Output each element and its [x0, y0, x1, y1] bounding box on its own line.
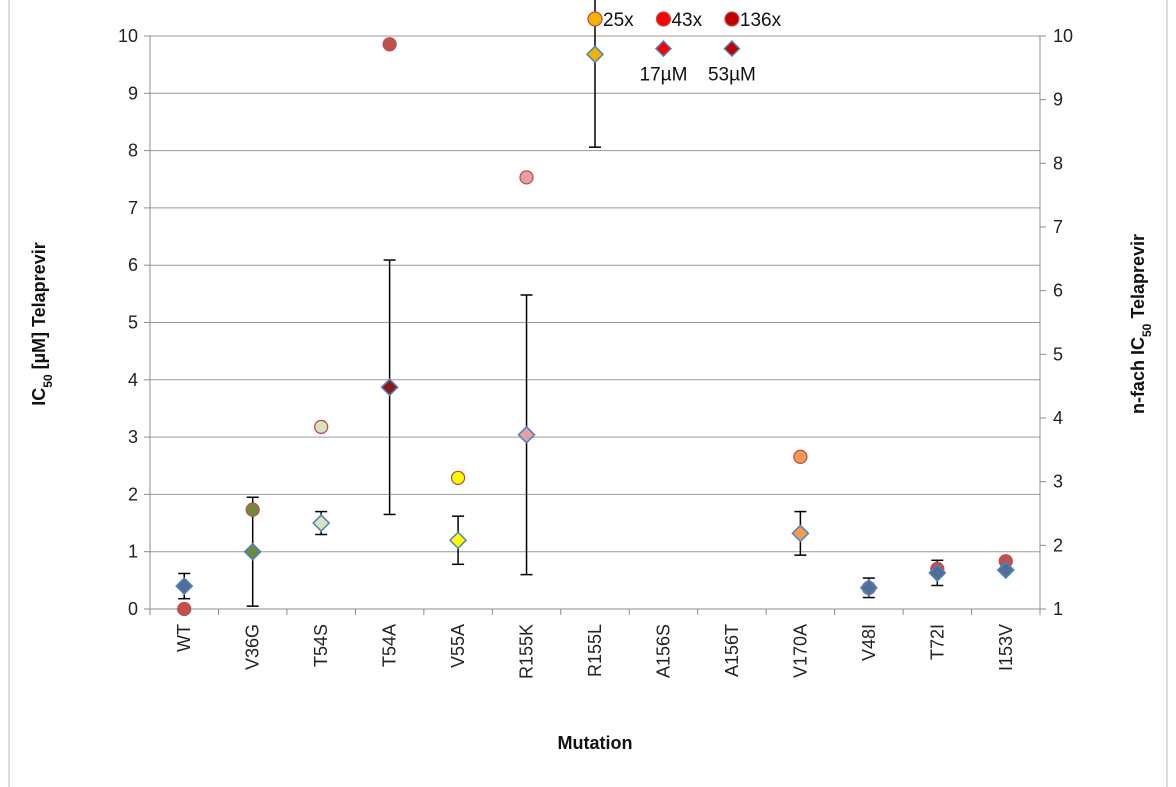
offscale-annotations: 25x 43x 136x 17µM 53µM	[587, 10, 782, 86]
diamond-markers	[175, 45, 1015, 597]
y-left-prefix: IC	[29, 388, 49, 406]
category-label: V48I	[859, 624, 879, 661]
left-tick-label: 4	[128, 370, 138, 390]
right-tick-label: 4	[1053, 408, 1063, 428]
offscale-diamond-label: 17µM	[640, 65, 688, 86]
y-left-subscript: 50	[41, 374, 55, 388]
right-axis-ticks: 1 2 3 4 5 6 7 8 9 10	[1040, 26, 1073, 619]
offscale-circle-label: 43x	[671, 10, 702, 31]
category-label: T54A	[380, 624, 400, 667]
category-label: I153V	[996, 624, 1016, 671]
right-tick-label: 1	[1053, 599, 1063, 619]
offscale-circle-marker	[724, 11, 740, 27]
offscale-circle-label: 25x	[603, 10, 634, 31]
offscale-circle-label: 136x	[740, 10, 782, 31]
diamond-marker	[380, 378, 399, 397]
circle-marker	[245, 502, 260, 517]
gridlines	[150, 35, 1040, 553]
category-label: A156S	[653, 624, 673, 678]
chart-frame	[8, 0, 1168, 787]
category-label: T54S	[311, 624, 331, 667]
left-tick-label: 10	[118, 26, 138, 46]
diamond-marker	[859, 578, 878, 597]
x-axis-title: Mutation	[558, 733, 633, 753]
circle-marker	[382, 37, 397, 52]
right-tick-label: 6	[1053, 281, 1063, 301]
diamond-marker	[517, 425, 536, 444]
right-tick-label: 8	[1053, 153, 1063, 173]
circle-marker	[314, 419, 329, 435]
offscale-diamond-label: 53µM	[708, 65, 756, 86]
left-axis-ticks: 0 1 2 3 4 5 6 7 8 9 10	[118, 26, 150, 619]
right-tick-label: 10	[1053, 26, 1073, 46]
right-tick-label: 2	[1053, 535, 1063, 555]
y-left-suffix: [µM] Telaprevir	[29, 242, 49, 374]
left-tick-label: 3	[128, 427, 138, 447]
offscale-diamond-marker	[654, 40, 673, 58]
right-tick-label: 5	[1053, 344, 1063, 364]
diamond-marker	[585, 45, 605, 64]
circle-marker	[450, 470, 466, 485]
category-label: V55A	[448, 624, 468, 668]
category-labels: WT V36G T54S T54A V55A R155K R155L A156S A156T V1…	[149, 609, 1041, 679]
offscale-circle-marker	[655, 11, 672, 27]
circle-marker	[519, 170, 534, 185]
category-label: R155K	[517, 624, 537, 679]
offscale-diamond-marker	[723, 40, 741, 58]
right-tick-label: 3	[1053, 472, 1063, 492]
y-axis-title-right: n-fach IC50 Telaprevir	[1128, 234, 1154, 414]
y-right-suffix: Telaprevir	[1128, 234, 1148, 324]
category-label: T72I	[927, 624, 947, 660]
category-label: WT	[174, 624, 194, 652]
left-tick-label: 7	[128, 198, 138, 218]
y-right-prefix: n-fach IC	[1128, 337, 1148, 414]
left-tick-label: 9	[128, 83, 138, 103]
y-right-subscript: 50	[1140, 323, 1154, 337]
left-tick-label: 1	[128, 542, 138, 562]
right-tick-label: 9	[1053, 90, 1063, 110]
diamond-marker	[791, 524, 810, 543]
category-label: A156T	[722, 624, 742, 677]
category-label: V36G	[243, 624, 263, 670]
diamond-marker	[175, 577, 194, 596]
left-tick-label: 0	[128, 599, 138, 619]
diamond-marker	[928, 563, 947, 582]
left-tick-label: 5	[128, 313, 138, 333]
diamond-marker	[243, 542, 262, 561]
left-tick-label: 6	[128, 255, 138, 275]
diamond-marker	[312, 513, 331, 533]
left-tick-label: 2	[128, 484, 138, 504]
left-tick-label: 8	[128, 141, 138, 161]
circle-marker	[793, 449, 808, 464]
category-label: R155L	[585, 624, 605, 677]
y-axis-title-left: IC50 [µM] Telaprevir	[29, 242, 55, 405]
diamond-marker	[449, 531, 468, 550]
right-tick-label: 7	[1053, 217, 1063, 237]
error-bars	[178, 0, 944, 607]
circle-marker	[177, 601, 192, 617]
offscale-circle-marker	[587, 11, 603, 27]
diamond-marker	[996, 560, 1015, 580]
category-label: V170A	[790, 624, 810, 678]
